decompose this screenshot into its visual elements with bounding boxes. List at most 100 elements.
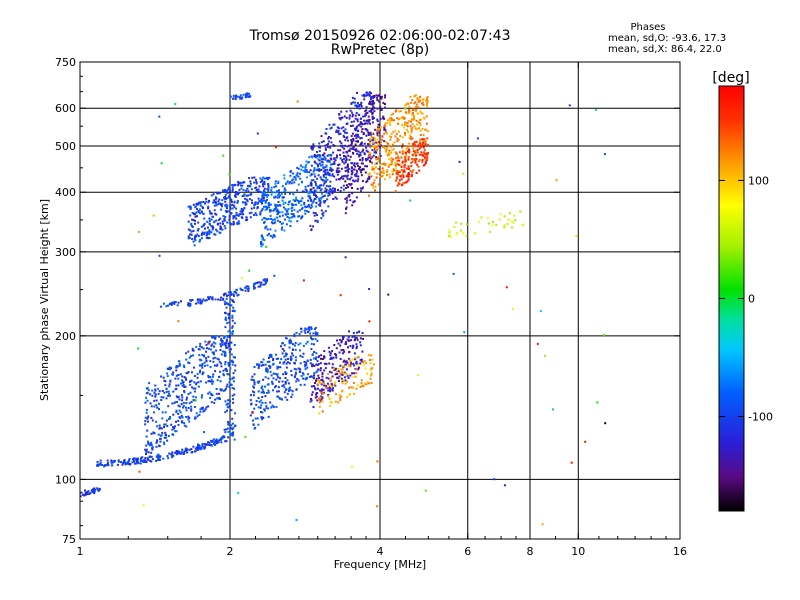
data-point <box>159 440 162 443</box>
data-point <box>575 234 578 237</box>
data-point <box>311 191 314 194</box>
data-point <box>169 368 172 371</box>
data-point <box>339 344 342 347</box>
data-point <box>227 427 230 430</box>
data-point <box>178 398 181 401</box>
data-point <box>261 361 264 364</box>
data-point <box>266 195 269 198</box>
data-point <box>408 151 411 154</box>
data-point <box>331 375 334 378</box>
data-point <box>283 344 286 347</box>
data-point <box>403 117 406 119</box>
data-point <box>329 379 332 382</box>
data-point <box>217 200 220 203</box>
data-point <box>391 160 393 163</box>
data-point <box>360 358 363 361</box>
data-point <box>185 402 188 405</box>
data-point <box>213 364 216 367</box>
data-point <box>216 230 219 233</box>
data-point <box>425 129 428 132</box>
data-point <box>231 422 234 425</box>
data-point <box>206 220 209 223</box>
data-point <box>410 129 413 132</box>
data-point <box>259 283 262 286</box>
data-point <box>260 198 263 201</box>
data-point <box>406 150 409 153</box>
data-point <box>342 379 345 382</box>
data-point <box>202 298 205 301</box>
data-point <box>352 139 355 142</box>
data-point <box>422 146 425 149</box>
data-point <box>226 210 229 213</box>
data-point <box>336 373 339 375</box>
data-point <box>334 196 337 199</box>
data-point <box>261 208 264 210</box>
data-point <box>257 285 260 288</box>
data-point <box>337 401 340 404</box>
data-point <box>211 440 214 443</box>
data-point <box>225 428 228 431</box>
data-point <box>414 149 417 152</box>
data-point <box>340 167 343 170</box>
data-point <box>388 173 391 176</box>
data-point <box>90 489 93 492</box>
data-point <box>185 378 188 381</box>
data-point <box>285 388 288 391</box>
data-point <box>400 169 403 171</box>
data-point <box>423 157 426 160</box>
data-point <box>400 178 403 181</box>
data-point <box>402 182 405 185</box>
data-point <box>357 124 360 127</box>
data-point <box>354 114 357 117</box>
data-point <box>163 426 165 428</box>
data-point <box>158 445 161 448</box>
data-point <box>354 104 357 107</box>
data-point <box>272 377 275 380</box>
data-point <box>344 166 347 169</box>
data-point <box>197 221 200 224</box>
data-point <box>144 416 147 419</box>
data-point <box>299 349 301 352</box>
data-point <box>372 117 375 120</box>
data-point <box>374 149 377 152</box>
data-point <box>228 378 231 381</box>
data-point <box>272 389 274 392</box>
data-point <box>390 159 393 162</box>
data-point <box>223 343 226 346</box>
data-point <box>374 137 377 140</box>
data-point <box>312 170 315 173</box>
data-point <box>338 394 341 396</box>
data-point <box>423 156 426 158</box>
data-point <box>304 185 307 188</box>
data-point <box>345 343 348 345</box>
data-point <box>414 151 417 154</box>
data-point <box>357 135 360 138</box>
data-point <box>323 195 326 197</box>
data-point <box>176 304 179 307</box>
data-point <box>365 94 368 97</box>
data-point <box>399 110 402 113</box>
data-point <box>256 207 259 210</box>
data-point <box>181 375 184 378</box>
data-point <box>266 383 269 386</box>
data-point <box>231 189 234 192</box>
data-point <box>218 375 221 378</box>
data-point <box>330 141 333 144</box>
data-point <box>177 301 180 304</box>
data-point <box>318 401 321 404</box>
data-point <box>218 335 220 338</box>
data-point <box>309 188 312 191</box>
data-point <box>339 153 342 156</box>
data-point <box>351 346 354 349</box>
data-point <box>555 179 558 182</box>
data-point <box>177 412 180 415</box>
data-point <box>407 172 410 174</box>
data-point <box>368 288 371 290</box>
data-point <box>244 203 247 206</box>
data-point <box>354 338 356 341</box>
data-point <box>355 362 358 365</box>
data-point <box>359 362 362 365</box>
data-point <box>194 399 197 402</box>
data-point <box>315 205 318 208</box>
data-point <box>281 226 284 229</box>
